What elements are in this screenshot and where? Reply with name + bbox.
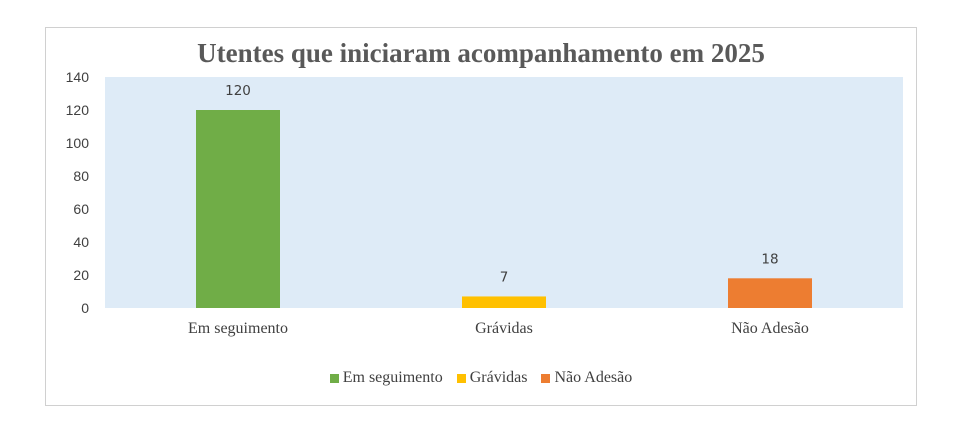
y-tick-label: 80 — [73, 168, 89, 184]
legend-label-em-seguimento: Em seguimento — [342, 369, 443, 386]
bar — [728, 278, 812, 308]
bar — [462, 296, 546, 308]
legend-item-nao-adesao: Não Adesão — [541, 369, 632, 387]
legend-item-gravidas: Grávidas — [456, 369, 528, 387]
y-tick-label: 0 — [81, 300, 89, 316]
chart-legend: Em seguimento Grávidas Não Adesão — [45, 369, 917, 387]
y-tick-label: 140 — [66, 69, 90, 85]
legend-item-em-seguimento: Em seguimento — [329, 369, 443, 387]
legend-swatch-gravidas — [456, 373, 466, 383]
legend-label-gravidas: Grávidas — [469, 369, 528, 386]
x-category-label: Não Adesão — [731, 320, 809, 337]
y-tick-label: 100 — [66, 135, 90, 151]
bar — [196, 110, 280, 308]
chart-title: Utentes que iniciaram acompanhamento em … — [197, 38, 765, 68]
y-tick-label: 120 — [66, 102, 90, 118]
legend-label-nao-adesao: Não Adesão — [554, 369, 633, 386]
legend-swatch-nao-adesao — [541, 373, 551, 383]
data-label: 18 — [761, 251, 778, 267]
y-tick-label: 60 — [73, 201, 89, 217]
x-category-label: Em seguimento — [188, 320, 288, 337]
legend-swatch-em-seguimento — [329, 373, 339, 383]
x-category-label: Grávidas — [475, 320, 533, 337]
y-tick-label: 40 — [73, 234, 89, 250]
data-label: 7 — [500, 269, 509, 285]
y-tick-label: 20 — [73, 267, 89, 283]
data-label: 120 — [225, 83, 251, 99]
